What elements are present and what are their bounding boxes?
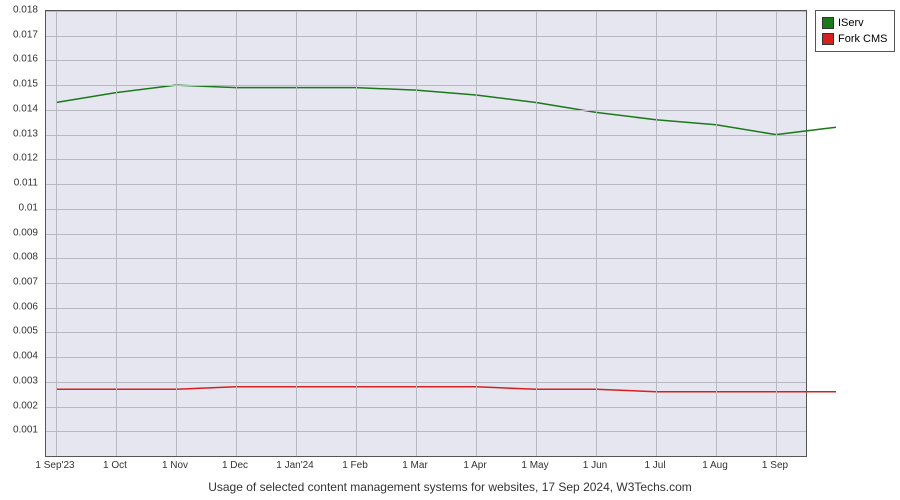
y-axis-label: 0.004 xyxy=(0,351,38,362)
grid-line-vertical xyxy=(56,11,57,456)
legend-item: IServ xyxy=(822,15,888,31)
x-axis-label: 1 Jun xyxy=(583,460,607,471)
legend-item: Fork CMS xyxy=(822,31,888,47)
grid-line-horizontal xyxy=(46,135,806,136)
grid-line-vertical xyxy=(656,11,657,456)
x-axis-label: 1 May xyxy=(521,460,548,471)
chart-container: IServFork CMS Usage of selected content … xyxy=(0,0,900,500)
y-axis-label: 0.01 xyxy=(0,202,38,213)
grid-line-vertical xyxy=(776,11,777,456)
grid-line-horizontal xyxy=(46,283,806,284)
grid-line-horizontal xyxy=(46,159,806,160)
grid-line-horizontal xyxy=(46,85,806,86)
grid-line-horizontal xyxy=(46,357,806,358)
grid-line-vertical xyxy=(716,11,717,456)
x-axis-label: 1 Nov xyxy=(162,460,188,471)
plot-area xyxy=(45,10,807,457)
y-axis-label: 0.018 xyxy=(0,5,38,16)
grid-line-vertical xyxy=(356,11,357,456)
y-axis-label: 0.014 xyxy=(0,103,38,114)
x-axis-label: 1 Jan'24 xyxy=(276,460,314,471)
y-axis-label: 0.017 xyxy=(0,29,38,40)
x-axis-label: 1 Sep xyxy=(762,460,788,471)
y-axis-label: 0.005 xyxy=(0,326,38,337)
grid-line-vertical xyxy=(296,11,297,456)
grid-line-horizontal xyxy=(46,431,806,432)
y-axis-label: 0.012 xyxy=(0,153,38,164)
y-axis-label: 0.011 xyxy=(0,178,38,189)
y-axis-label: 0.002 xyxy=(0,400,38,411)
y-axis-label: 0.016 xyxy=(0,54,38,65)
x-axis-label: 1 Sep'23 xyxy=(35,460,74,471)
grid-line-vertical xyxy=(596,11,597,456)
legend-label: IServ xyxy=(838,15,864,31)
x-axis-label: 1 Feb xyxy=(342,460,368,471)
y-axis-label: 0.003 xyxy=(0,375,38,386)
y-axis-label: 0.015 xyxy=(0,79,38,90)
grid-line-horizontal xyxy=(46,209,806,210)
y-axis-label: 0.009 xyxy=(0,227,38,238)
grid-line-vertical xyxy=(416,11,417,456)
legend: IServFork CMS xyxy=(815,10,895,52)
grid-line-horizontal xyxy=(46,332,806,333)
grid-line-horizontal xyxy=(46,234,806,235)
grid-line-vertical xyxy=(116,11,117,456)
x-axis-label: 1 Apr xyxy=(463,460,486,471)
x-axis-label: 1 Aug xyxy=(702,460,728,471)
grid-line-horizontal xyxy=(46,382,806,383)
x-axis-label: 1 Mar xyxy=(402,460,428,471)
grid-line-vertical xyxy=(476,11,477,456)
grid-line-vertical xyxy=(236,11,237,456)
grid-line-vertical xyxy=(176,11,177,456)
legend-label: Fork CMS xyxy=(838,31,888,47)
x-axis-label: 1 Dec xyxy=(222,460,248,471)
legend-swatch xyxy=(822,17,834,29)
grid-line-horizontal xyxy=(46,60,806,61)
grid-line-horizontal xyxy=(46,184,806,185)
grid-line-horizontal xyxy=(46,36,806,37)
y-axis-label: 0.006 xyxy=(0,301,38,312)
grid-line-horizontal xyxy=(46,308,806,309)
grid-line-horizontal xyxy=(46,407,806,408)
y-axis-label: 0.007 xyxy=(0,276,38,287)
grid-line-horizontal xyxy=(46,110,806,111)
y-axis-label: 0.008 xyxy=(0,252,38,263)
grid-line-vertical xyxy=(536,11,537,456)
y-axis-label: 0.013 xyxy=(0,128,38,139)
x-axis-label: 1 Jul xyxy=(644,460,665,471)
y-axis-label: 0.001 xyxy=(0,425,38,436)
chart-caption: Usage of selected content management sys… xyxy=(0,480,900,494)
x-axis-label: 1 Oct xyxy=(103,460,127,471)
grid-line-horizontal xyxy=(46,11,806,12)
series-line xyxy=(56,387,836,392)
grid-line-horizontal xyxy=(46,258,806,259)
legend-swatch xyxy=(822,33,834,45)
